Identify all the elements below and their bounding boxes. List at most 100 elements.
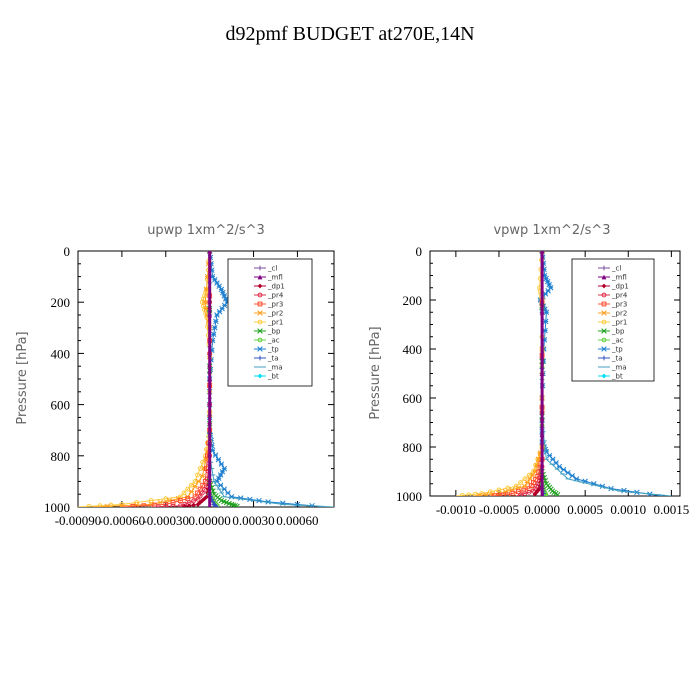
y-tick-label: 200 (51, 295, 71, 310)
legend-marker (601, 292, 607, 298)
series-point (539, 309, 545, 315)
series-point (212, 452, 219, 458)
series-line (455, 251, 543, 496)
legend-item: _pr2 (598, 310, 627, 318)
series-point (203, 286, 210, 293)
y-tick-label: 600 (51, 398, 71, 413)
legend-marker (257, 301, 263, 307)
legend-item: _ta (254, 355, 279, 363)
x-tick-label: 0.00030 (232, 513, 274, 528)
legend-marker (257, 337, 263, 343)
legend-item: _tp (254, 346, 279, 354)
series-point (195, 496, 201, 502)
series-point (546, 281, 552, 288)
legend-item: _cl (254, 265, 277, 273)
series-line (473, 251, 543, 496)
series-point (195, 490, 201, 496)
panel-title-vpwp: vpwp 1xm^2/s^3 (493, 223, 610, 238)
series-point (544, 278, 551, 285)
y-tick-label: 600 (403, 391, 423, 406)
series-point (202, 496, 207, 502)
series-point (177, 498, 183, 504)
series-point (188, 488, 195, 495)
series-point (496, 487, 502, 493)
legend-label: _ma (611, 364, 627, 372)
legend-box (571, 258, 655, 382)
series-point (543, 275, 549, 282)
x-tick-label: 0.0000 (524, 502, 560, 517)
series-line (92, 251, 211, 507)
legend-marker (601, 355, 607, 361)
series-point (195, 478, 202, 485)
legend-marker (601, 373, 607, 379)
y-tick-label: 1000 (44, 500, 70, 515)
legend-marker (601, 283, 607, 289)
legend-marker (601, 328, 607, 334)
series-point (539, 251, 545, 254)
y-tick-label: 800 (403, 440, 423, 455)
figure-title: d92pmf BUDGET at270E,14N (225, 23, 474, 45)
series-point (237, 495, 244, 501)
series-point (192, 494, 198, 500)
series-line (78, 251, 211, 507)
legend-label: _pr3 (611, 301, 627, 309)
legend-item: _bt (254, 373, 279, 381)
series-point (518, 480, 523, 485)
series-point (466, 492, 472, 496)
series-point (621, 487, 627, 494)
series-point (213, 503, 218, 507)
series-point (543, 309, 550, 316)
x-tick-label: -0.00060 (99, 513, 146, 528)
legend-label: _dp1 (267, 283, 285, 291)
legend-item: _pr3 (254, 301, 283, 309)
upwp-panel: upwp 1xm^2/s^3 Pressure [hPa] 0 200 400 600… (15, 223, 335, 528)
legend-label: _bt (611, 373, 623, 381)
legend-item: _bp (598, 328, 625, 336)
y-tick-label: 0 (416, 244, 423, 259)
legend-box (227, 258, 313, 387)
legend-item: _bt (598, 373, 623, 381)
y-tick-label: 400 (403, 342, 423, 357)
legend-label: _pr4 (611, 292, 628, 300)
series-point (119, 502, 125, 507)
series-pr1 (78, 251, 213, 507)
series-mfl (539, 251, 545, 496)
legend-marker (257, 310, 263, 316)
series-point (181, 490, 187, 496)
panel-title-upwp: upwp 1xm^2/s^3 (147, 223, 265, 238)
legend-label: _bt (267, 373, 279, 381)
y-tick-label: 200 (403, 293, 423, 308)
series-line (490, 251, 543, 496)
legend-item: _pr4 (254, 292, 284, 300)
legend-item: _ac (598, 337, 624, 345)
legend-label: _ac (267, 337, 280, 345)
series-point (200, 482, 206, 488)
series-point (218, 286, 225, 293)
legend-item: _pr1 (254, 319, 283, 327)
series-point (230, 502, 237, 507)
series-point (214, 280, 220, 286)
series-point (565, 469, 571, 476)
legend-label: _mfl (267, 274, 283, 282)
series-point (487, 489, 493, 495)
series-point (483, 492, 489, 496)
x-tick-label: 0.00060 (276, 513, 318, 528)
series-point (202, 299, 209, 305)
legend-item: _pr3 (598, 301, 627, 309)
legend-marker (601, 265, 607, 271)
legend-marker (257, 274, 263, 280)
series-point (197, 493, 203, 499)
series-point (170, 503, 176, 507)
series-point (221, 293, 228, 299)
series-point (186, 503, 192, 507)
series-point (197, 466, 203, 472)
series-point (212, 325, 218, 331)
x-tick-label: -0.0010 (436, 502, 476, 517)
y-tick-label: 800 (51, 449, 71, 464)
legend-marker (601, 319, 607, 325)
series-point (192, 483, 198, 490)
series-point (220, 289, 226, 296)
series-point (459, 492, 465, 496)
series-point (472, 491, 478, 496)
